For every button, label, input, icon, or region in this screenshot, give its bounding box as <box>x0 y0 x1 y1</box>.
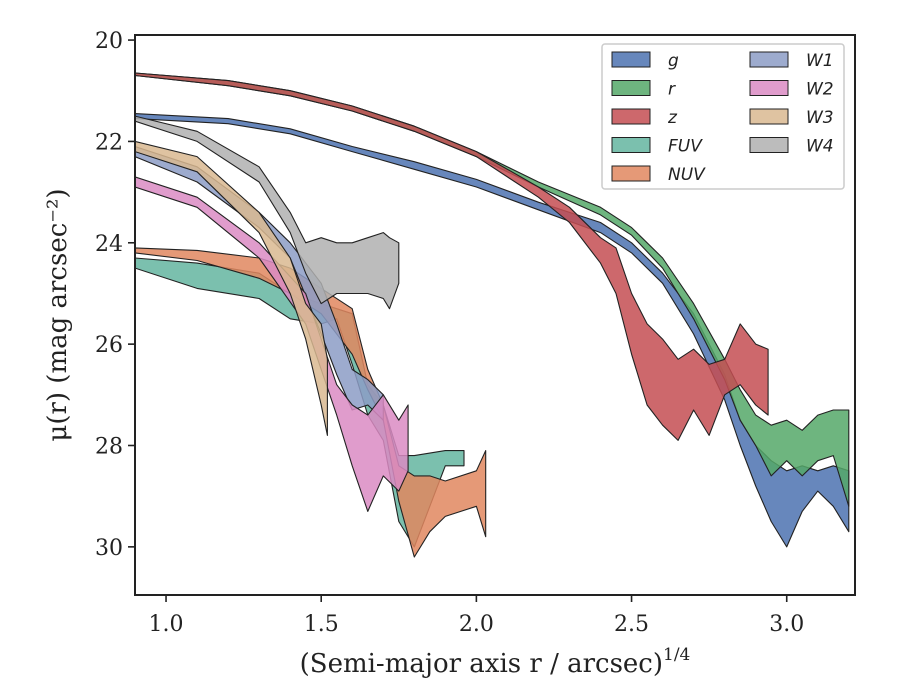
x-tick-label: 1.5 <box>304 612 339 637</box>
x-tick-label: 2.0 <box>459 612 494 637</box>
legend-swatch-r <box>611 80 651 96</box>
x-tick-label: 1.0 <box>149 612 184 637</box>
legend-swatch-w4 <box>749 137 789 153</box>
x-tick-label: 2.5 <box>614 612 649 637</box>
x-axis-label: (Semi-major axis r / arcsec)1/4 <box>300 645 691 679</box>
legend-swatch-fuv <box>611 137 651 153</box>
y-tick-label: 26 <box>95 333 123 358</box>
series-band-w3 <box>135 140 328 436</box>
legend-label-w1: W1 <box>806 51 834 71</box>
series-band-g <box>135 113 850 548</box>
y-tick-label: 20 <box>95 29 123 54</box>
legend-label-nuv: NUV <box>668 165 706 185</box>
legend-swatch-z <box>611 108 651 125</box>
legend-label-r: r <box>668 80 676 100</box>
legend-label-w4: W4 <box>806 137 834 157</box>
legend-label-g: g <box>668 51 679 71</box>
series-band-z <box>135 72 769 441</box>
legend-swatch-w3 <box>749 108 789 125</box>
y-tick-label: 22 <box>95 130 123 155</box>
plot-frame <box>134 34 856 596</box>
y-tick-label: 30 <box>95 536 123 561</box>
y-axis-label: μ(r) (mag arcsec⁻²) <box>43 188 73 441</box>
legend-swatch-nuv <box>611 165 651 182</box>
series-layer <box>135 72 850 558</box>
x-axis: 1.0 1.5 2.0 2.5 3.0 <box>149 595 804 637</box>
legend-label-w3: W3 <box>806 108 834 128</box>
legend-label-fuv: FUV <box>668 137 703 157</box>
x-tick-label: 3.0 <box>769 612 804 637</box>
legend-swatch-w1 <box>749 51 789 68</box>
legend-label-w2: W2 <box>806 80 834 100</box>
legend-label-z: z <box>667 108 678 128</box>
y-axis: 20 22 24 26 28 30 <box>95 29 135 561</box>
y-tick-label: 28 <box>95 434 123 459</box>
series-band-w4 <box>135 115 400 310</box>
legend: grz FUV NUV W1 W2 W3 W4 <box>601 43 845 190</box>
x-axis-label-exponent: 1/4 <box>663 645 690 665</box>
y-tick-label: 24 <box>95 232 123 257</box>
legend-swatch-w2 <box>749 80 789 96</box>
legend-swatch-g <box>611 51 651 68</box>
